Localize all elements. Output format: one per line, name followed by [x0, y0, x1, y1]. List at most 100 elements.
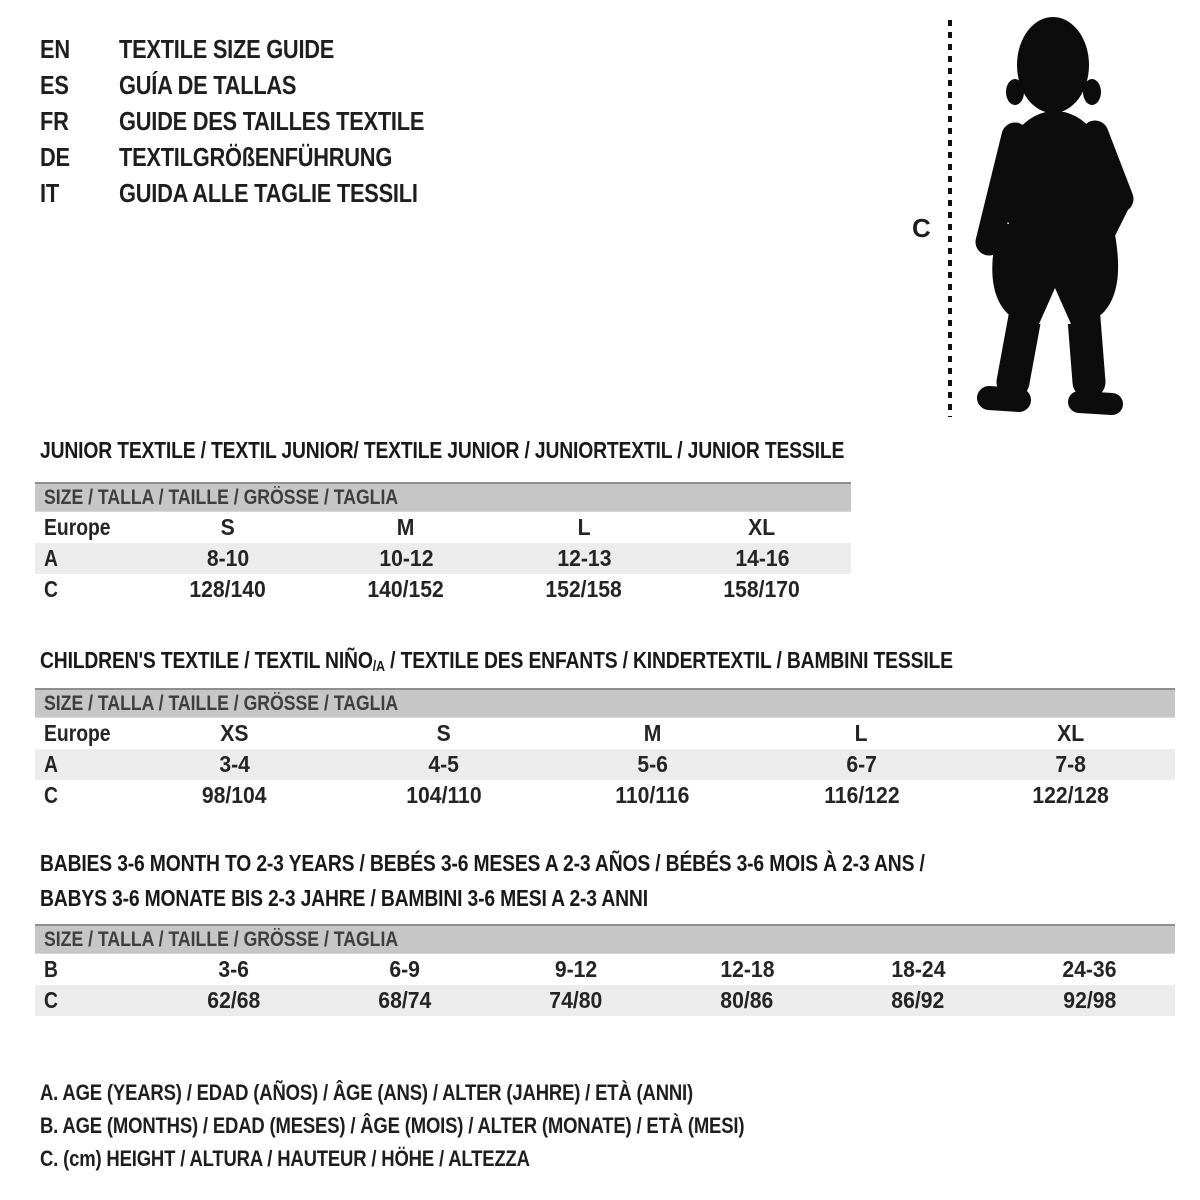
age-cell: 12-13: [495, 545, 673, 572]
language-code: EN: [40, 31, 119, 67]
row-label: A: [44, 545, 58, 571]
row-label: C: [44, 782, 58, 808]
age-value: 5-6: [637, 751, 668, 777]
size-header-band: SIZE / TALLA / TAILLE / GRÖSSE / TAGLIA: [35, 690, 1175, 718]
table-row-age: A 8-10 10-12 12-13 14-16: [35, 543, 851, 574]
height-cell: 74/80: [490, 987, 661, 1014]
language-row-it: IT GUIDA ALLE TAGLIE TESSILI: [40, 175, 482, 211]
guide-title: TEXTILE SIZE GUIDE: [119, 34, 335, 64]
size-cell: S: [339, 720, 548, 747]
children-heading-pre: CHILDREN'S TEXTILE / TEXTIL NIÑO: [40, 647, 373, 673]
age-cell: 9-12: [490, 956, 661, 983]
row-label: B: [44, 956, 58, 982]
size-header-band: SIZE / TALLA / TAILLE / GRÖSSE / TAGLIA: [35, 926, 1175, 954]
height-cell: 122/128: [966, 782, 1175, 809]
language-code-text: FR: [40, 106, 69, 136]
height-value: 158/170: [723, 576, 801, 602]
toddler-silhouette-icon: [975, 17, 1134, 415]
table-row-age: A 3-4 4-5 5-6 6-7 7-8: [35, 749, 1175, 780]
age-value: 6-9: [389, 956, 421, 982]
height-cell: 62/68: [148, 987, 319, 1014]
height-value: 80/86: [720, 987, 774, 1013]
age-cell: 3-4: [130, 751, 339, 778]
size-value: S: [436, 720, 451, 746]
children-section-heading: CHILDREN'S TEXTILE / TEXTIL NIÑO/A / TEX…: [40, 648, 1127, 676]
age-cell: 18-24: [833, 956, 1004, 983]
height-value: 128/140: [189, 576, 267, 602]
legend-line-height-cm: C. (cm) HEIGHT / ALTURA / HAUTEUR / HÖHE…: [40, 1142, 878, 1175]
age-cell: 8-10: [139, 545, 317, 572]
junior-size-table: SIZE / TALLA / TAILLE / GRÖSSE / TAGLIA …: [35, 482, 851, 605]
height-cell: 98/104: [130, 782, 339, 809]
height-value: 116/122: [823, 782, 900, 808]
size-cell: M: [548, 720, 757, 747]
height-value: 68/74: [378, 987, 432, 1013]
guide-title: GUIDE DES TAILLES TEXTILE: [119, 106, 425, 136]
size-header-text: SIZE / TALLA / TAILLE / GRÖSSE / TAGLIA: [44, 485, 399, 509]
age-cell: 6-7: [757, 751, 966, 778]
language-code-text: ES: [40, 70, 69, 100]
age-cell: 6-9: [319, 956, 490, 983]
height-value: 110/116: [615, 782, 690, 808]
size-cell: XL: [966, 720, 1175, 747]
height-value: 98/104: [202, 782, 267, 808]
age-cell: 3-6: [148, 956, 319, 983]
row-label-cell: A: [35, 751, 130, 778]
language-row-es: ES GUÍA DE TALLAS: [40, 67, 482, 103]
children-size-table: SIZE / TALLA / TAILLE / GRÖSSE / TAGLIA …: [35, 688, 1175, 811]
size-header-band: SIZE / TALLA / TAILLE / GRÖSSE / TAGLIA: [35, 484, 851, 512]
size-cell: L: [495, 514, 673, 541]
legend-text: A. AGE (YEARS) / EDAD (AÑOS) / ÂGE (ANS)…: [40, 1080, 694, 1105]
age-value: 4-5: [428, 751, 459, 777]
guide-title: TEXTILGRÖßENFÜHRUNG: [119, 142, 393, 172]
size-value: M: [643, 720, 662, 746]
language-row-de: DE TEXTILGRÖßENFÜHRUNG: [40, 139, 482, 175]
language-title-list: EN TEXTILE SIZE GUIDE ES GUÍA DE TALLAS …: [40, 31, 482, 211]
table-row-europe: Europe XS S M L XL: [35, 718, 1175, 749]
table-row-europe: Europe S M L XL: [35, 512, 851, 543]
language-code: DE: [40, 139, 119, 175]
junior-heading-text: JUNIOR TEXTILE / TEXTIL JUNIOR/ TEXTILE …: [40, 437, 845, 463]
row-label-cell: C: [35, 576, 139, 603]
size-cell: XL: [673, 514, 851, 541]
table-row-height: C 128/140 140/152 152/158 158/170: [35, 574, 851, 605]
row-label-cell: Europe: [35, 720, 130, 747]
legend-text: B. AGE (MONTHS) / EDAD (MESES) / ÂGE (MO…: [40, 1113, 745, 1138]
legend-text: C. (cm) HEIGHT / ALTURA / HAUTEUR / HÖHE…: [40, 1146, 530, 1171]
table-row-height: C 98/104 104/110 110/116 116/122 122/128: [35, 780, 1175, 811]
row-label: C: [44, 987, 58, 1013]
size-cell: M: [317, 514, 495, 541]
junior-section-heading: JUNIOR TEXTILE / TEXTIL JUNIOR/ TEXTILE …: [40, 438, 997, 462]
age-cell: 10-12: [317, 545, 495, 572]
height-cell: 158/170: [673, 576, 851, 603]
guide-title: GUIDA ALLE TAGLIE TESSILI: [119, 178, 418, 208]
language-row-en: EN TEXTILE SIZE GUIDE: [40, 31, 482, 67]
height-cell: 116/122: [757, 782, 966, 809]
language-code: IT: [40, 175, 119, 211]
row-label: A: [44, 751, 58, 777]
size-value: XS: [220, 720, 249, 746]
height-value: 104/110: [405, 782, 482, 808]
size-value: L: [577, 514, 591, 540]
children-heading-text: CHILDREN'S TEXTILE / TEXTIL NIÑO/A / TEX…: [40, 648, 953, 676]
size-header-text: SIZE / TALLA / TAILLE / GRÖSSE / TAGLIA: [44, 927, 399, 951]
age-cell: 5-6: [548, 751, 757, 778]
language-code-text: EN: [40, 34, 70, 64]
age-cell: 14-16: [673, 545, 851, 572]
age-cell: 24-36: [1004, 956, 1175, 983]
height-cell: 86/92: [833, 987, 1004, 1014]
measurement-legend: A. AGE (YEARS) / EDAD (AÑOS) / ÂGE (ANS)…: [40, 1076, 878, 1175]
size-value: XL: [1056, 720, 1085, 746]
legend-line-age-years: A. AGE (YEARS) / EDAD (AÑOS) / ÂGE (ANS)…: [40, 1076, 878, 1109]
height-cell: 128/140: [139, 576, 317, 603]
height-value: 86/92: [891, 987, 945, 1013]
height-value: 92/98: [1062, 987, 1116, 1013]
table-row-height: C 62/68 68/74 74/80 80/86 86/92 92/98: [35, 985, 1175, 1016]
age-value: 3-4: [219, 751, 250, 777]
size-value: M: [397, 514, 415, 540]
age-value: 6-7: [846, 751, 877, 777]
age-value: 24-36: [1062, 956, 1117, 982]
height-cell: 140/152: [317, 576, 495, 603]
babies-size-table: SIZE / TALLA / TAILLE / GRÖSSE / TAGLIA …: [35, 924, 1175, 1016]
